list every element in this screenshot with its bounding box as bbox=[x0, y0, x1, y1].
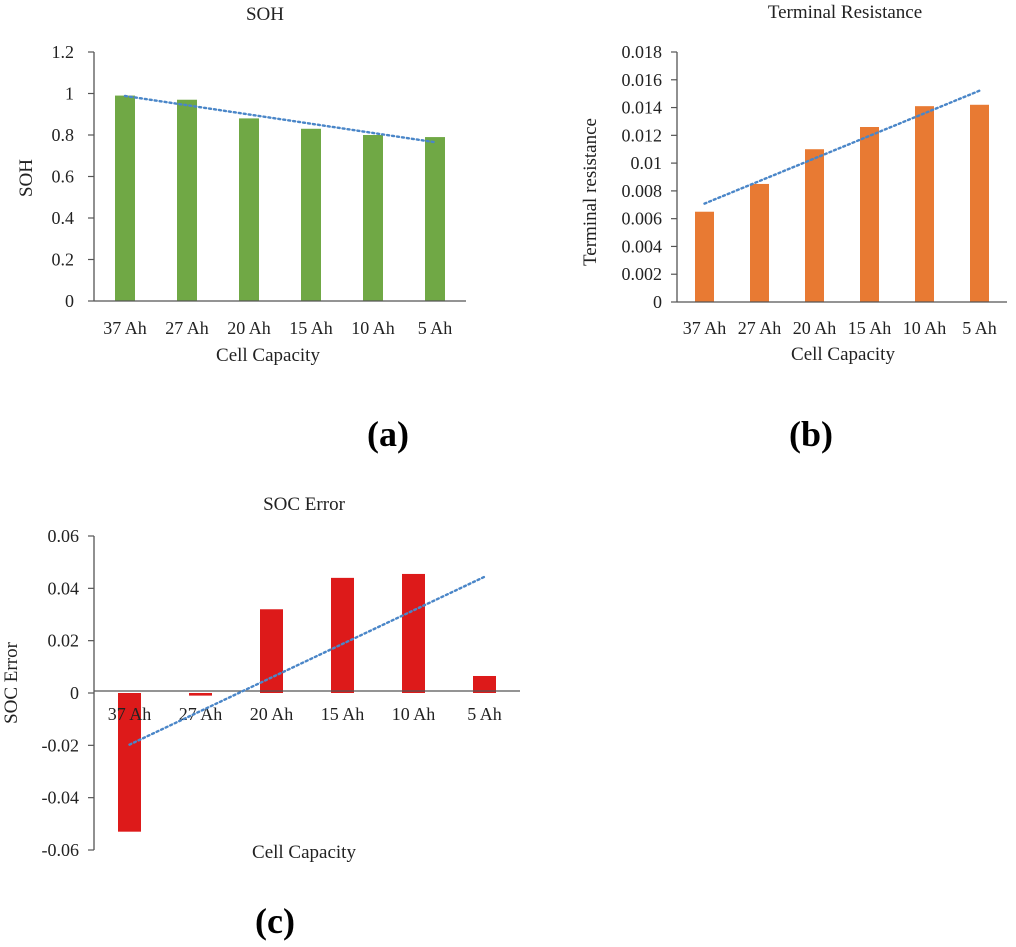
category-label: 15 Ah bbox=[289, 318, 333, 338]
bar bbox=[363, 135, 383, 301]
y-tick-label: 0.6 bbox=[52, 167, 75, 187]
category-label: 15 Ah bbox=[848, 318, 892, 338]
bar bbox=[402, 573, 425, 693]
y-axis-label: SOH bbox=[16, 159, 37, 197]
bar bbox=[115, 95, 135, 301]
panel-label: (b) bbox=[789, 414, 833, 454]
bar bbox=[331, 577, 354, 693]
y-axis-label: Terminal resistance bbox=[580, 118, 601, 266]
y-tick-label: -0.02 bbox=[42, 735, 80, 755]
panel-label: (a) bbox=[367, 414, 409, 454]
trendline bbox=[703, 89, 981, 205]
y-tick-label: 0.018 bbox=[622, 42, 663, 62]
y-tick-label: 0.04 bbox=[48, 578, 80, 598]
x-axis-label: Cell Capacity bbox=[216, 345, 320, 366]
bar bbox=[301, 128, 321, 301]
y-tick-label: 0.01 bbox=[631, 153, 663, 173]
bar bbox=[860, 127, 879, 302]
category-label: 27 Ah bbox=[738, 318, 782, 338]
y-tick-label: 0.2 bbox=[52, 250, 75, 270]
category-label: 20 Ah bbox=[793, 318, 837, 338]
y-tick-label: 0.012 bbox=[622, 125, 663, 145]
bar bbox=[473, 675, 496, 693]
category-label: 37 Ah bbox=[103, 318, 147, 338]
bar bbox=[425, 137, 445, 301]
category-label: 20 Ah bbox=[227, 318, 271, 338]
x-axis-label: Cell Capacity bbox=[791, 344, 895, 365]
bar bbox=[189, 693, 212, 696]
y-tick-label: 0.008 bbox=[622, 181, 663, 201]
bar bbox=[118, 693, 141, 832]
trendline bbox=[128, 575, 486, 746]
y-tick-label: 0 bbox=[65, 291, 74, 311]
y-tick-label: 0.8 bbox=[52, 125, 75, 145]
chart-soh: SOH 0 0.2 0.4 0.6 0.8 1 1.2 37 Ah 27 Ah 20 Ah 15 Ah… bbox=[16, 4, 466, 454]
bar bbox=[915, 106, 934, 303]
bar bbox=[239, 118, 259, 302]
chart-title: Terminal Resistance bbox=[768, 2, 922, 23]
y-tick-label: 0 bbox=[70, 683, 79, 703]
category-label: 5 Ah bbox=[962, 318, 997, 338]
category-label: 15 Ah bbox=[321, 704, 365, 724]
y-tick-label: -0.04 bbox=[42, 788, 80, 808]
bar bbox=[260, 609, 283, 693]
category-label: 10 Ah bbox=[903, 318, 947, 338]
chart-title: SOC Error bbox=[263, 494, 345, 515]
y-tick-label: 0.002 bbox=[622, 264, 663, 284]
bar bbox=[970, 104, 989, 303]
category-label: 27 Ah bbox=[179, 704, 223, 724]
y-axis-label: SOC Error bbox=[1, 641, 22, 723]
chart-title: SOH bbox=[246, 4, 284, 25]
chart-terminal-resistance: Terminal Resistance 0 0.002 0.004 0.006 0.008… bbox=[580, 2, 1007, 454]
chart-soc-error: SOC Error -0.06 -0.04 -0.02 0 0.02 0.04 0.06 37 … bbox=[1, 494, 520, 941]
bar bbox=[177, 99, 197, 301]
y-tick-label: 0.02 bbox=[48, 631, 80, 651]
y-tick-label: 0.004 bbox=[622, 236, 663, 256]
y-tick-label: 0.006 bbox=[622, 209, 663, 229]
y-tick-label: 0.016 bbox=[622, 70, 663, 90]
y-tick-label: 1.2 bbox=[52, 42, 75, 62]
y-tick-label: 0 bbox=[653, 292, 662, 312]
y-tick-label: 0.4 bbox=[52, 208, 75, 228]
category-label: 20 Ah bbox=[250, 704, 294, 724]
category-label: 5 Ah bbox=[467, 704, 502, 724]
y-tick-label: 0.014 bbox=[622, 98, 663, 118]
category-label: 10 Ah bbox=[392, 704, 436, 724]
category-label: 27 Ah bbox=[165, 318, 209, 338]
bar bbox=[695, 211, 714, 302]
category-label: 10 Ah bbox=[351, 318, 395, 338]
category-label: 37 Ah bbox=[108, 704, 152, 724]
bar bbox=[805, 149, 824, 302]
category-label: 37 Ah bbox=[683, 318, 727, 338]
x-axis-label: Cell Capacity bbox=[252, 842, 356, 863]
panel-label: (c) bbox=[255, 901, 295, 941]
category-label: 5 Ah bbox=[418, 318, 453, 338]
y-tick-label: 1 bbox=[65, 84, 74, 104]
y-tick-label: 0.06 bbox=[48, 526, 80, 546]
trendline bbox=[123, 94, 437, 144]
y-tick-label: -0.06 bbox=[42, 840, 80, 860]
bar bbox=[750, 183, 769, 302]
